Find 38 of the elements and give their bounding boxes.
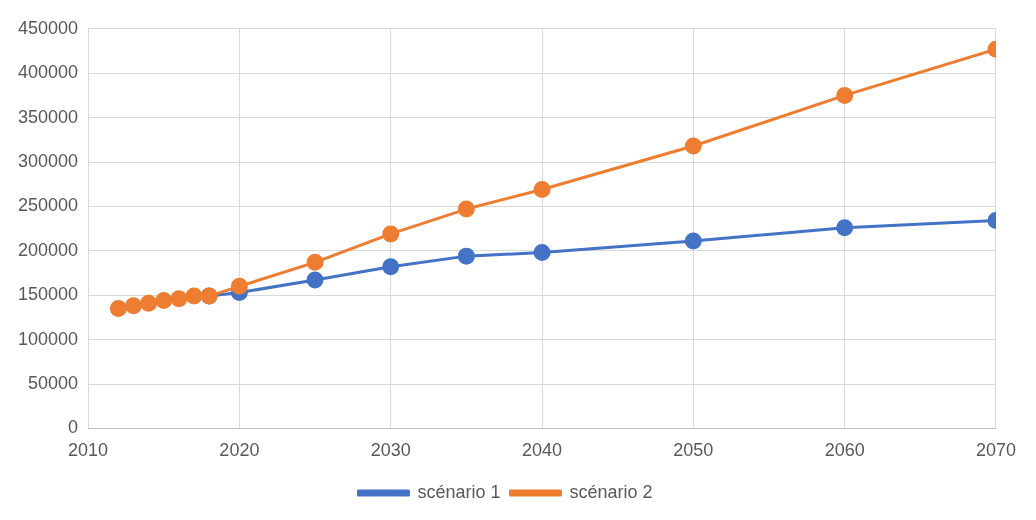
point <box>533 244 551 262</box>
y-tick-label: 300000 <box>17 150 79 171</box>
x-tick-label: 2040 <box>522 440 563 461</box>
y-tick-label: 200000 <box>17 239 79 260</box>
point <box>382 258 400 276</box>
y-tick-label: 450000 <box>17 17 79 38</box>
point <box>684 232 702 250</box>
x-tick-label: 2050 <box>673 440 714 461</box>
point <box>457 200 475 218</box>
point <box>836 219 854 237</box>
point <box>124 297 142 315</box>
legend-label: scénario 1 <box>417 481 501 502</box>
point <box>230 277 248 295</box>
point <box>684 137 702 155</box>
point <box>155 292 173 310</box>
y-tick-label: 50000 <box>28 372 79 393</box>
y-tick-label: 350000 <box>17 106 79 127</box>
y-tick-label: 250000 <box>17 195 79 216</box>
x-tick-label: 2070 <box>975 440 1016 461</box>
point <box>185 287 203 305</box>
y-tick-label: 0 <box>68 417 79 438</box>
point <box>140 294 158 312</box>
point <box>109 300 127 318</box>
x-tick-label: 2020 <box>219 440 260 461</box>
x-tick-label: 2060 <box>824 440 865 461</box>
legend-label: scénario 2 <box>569 481 653 502</box>
point <box>382 225 400 243</box>
point <box>306 253 324 271</box>
y-tick-label: 400000 <box>17 62 79 83</box>
point <box>457 247 475 265</box>
y-tick-label: 100000 <box>17 328 79 349</box>
point <box>306 271 324 289</box>
y-tick-label: 150000 <box>17 284 79 305</box>
point <box>170 290 188 308</box>
x-tick-label: 2030 <box>370 440 411 461</box>
point <box>533 181 551 199</box>
point <box>836 86 854 104</box>
x-tick-label: 2010 <box>68 440 109 461</box>
